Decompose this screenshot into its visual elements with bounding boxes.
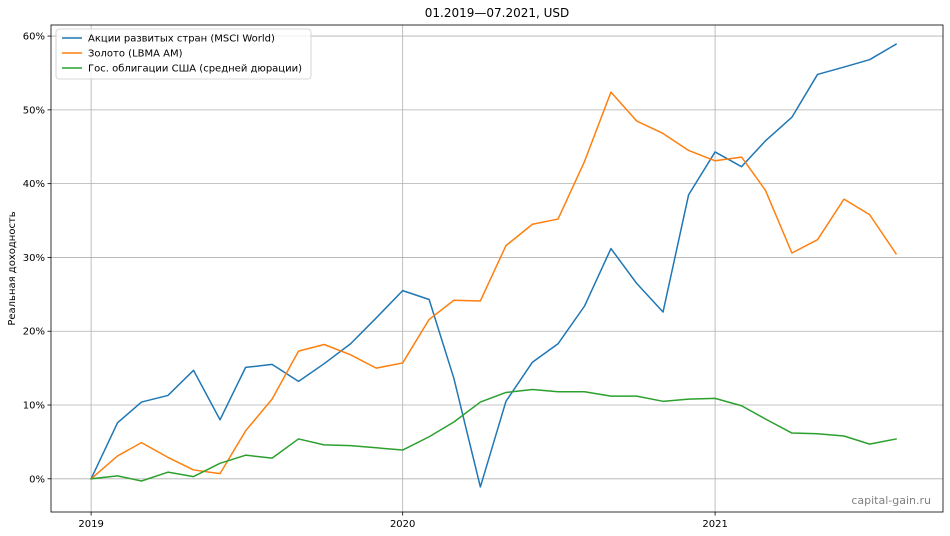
x-axis: 2019 2020 2021 xyxy=(78,512,728,530)
chart-title: 01.2019—07.2021, USD xyxy=(425,6,570,20)
y-tick-label: 50% xyxy=(23,105,45,116)
y-tick-label: 0% xyxy=(29,474,45,485)
y-tick-label: 40% xyxy=(23,179,45,190)
series-line-2 xyxy=(90,91,898,480)
series-layer xyxy=(90,43,898,488)
plot-frame xyxy=(50,24,944,513)
y-axis-label: Реальная доходность xyxy=(7,211,18,325)
y-tick-label: 20% xyxy=(23,327,45,338)
series-line-1 xyxy=(90,43,898,488)
legend-label-2: Золото (LBMA AM) xyxy=(88,49,183,60)
y-tick-label: 30% xyxy=(23,253,45,264)
x-tick-label: 2019 xyxy=(78,519,103,530)
legend-label-1: Акции развитых стран (MSCI World) xyxy=(88,34,275,45)
x-tick-label: 2020 xyxy=(390,519,415,530)
legend-label-3: Гос. облигации США (средней дюрации) xyxy=(88,64,302,75)
y-tick-label: 60% xyxy=(23,32,45,43)
y-tick-label: 10% xyxy=(23,401,45,412)
y-axis: 0% 10% 20% 30% 40% 50% 60% xyxy=(23,32,51,485)
x-tick-label: 2021 xyxy=(702,519,727,530)
legend-box xyxy=(55,28,312,80)
watermark: capital-gain.ru xyxy=(851,494,931,507)
series-line-3 xyxy=(90,388,897,482)
legend: Акции развитых стран (MSCI World) Золото … xyxy=(55,28,312,80)
